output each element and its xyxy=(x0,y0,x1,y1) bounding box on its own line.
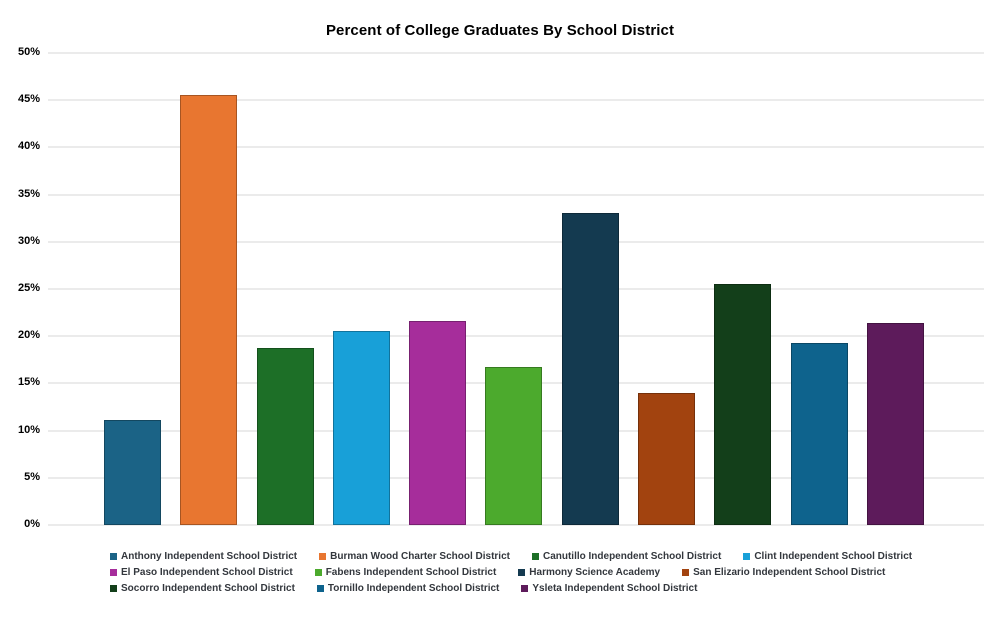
legend-item-burman-wood-charter-school-district: Burman Wood Charter School District xyxy=(319,551,510,562)
gridline-20pct xyxy=(48,335,984,338)
legend-swatch-icon xyxy=(319,553,327,560)
y-tick-label-30pct: 30% xyxy=(17,234,40,247)
legend-swatch-icon xyxy=(518,569,526,576)
gridline-45pct xyxy=(48,99,984,102)
bar-tornillo-independent-school-district xyxy=(790,343,848,525)
legend-swatch-icon xyxy=(682,569,690,576)
legend-item-ysleta-independent-school-district: Ysleta Independent School District xyxy=(521,583,697,594)
bars-container xyxy=(104,53,924,525)
gridline-40pct xyxy=(48,146,984,149)
legend-label: Socorro Independent School District xyxy=(121,583,295,594)
bar-canutillo-independent-school-district xyxy=(256,348,314,525)
gridline-0pct xyxy=(48,524,984,526)
legend-swatch-icon xyxy=(314,569,322,576)
legend-label: Harmony Science Academy xyxy=(529,567,661,578)
legend-label: Anthony Independent School District xyxy=(121,551,298,562)
legend-item-canutillo-independent-school-district: Canutillo Independent School District xyxy=(531,551,722,562)
y-tick-label-50pct: 50% xyxy=(17,46,40,58)
gridline-30pct xyxy=(48,240,984,243)
legend-item-harmony-science-academy: Harmony Science Academy xyxy=(518,567,660,578)
gridline-50pct xyxy=(48,52,984,54)
legend-row-1: Anthony Independent School District Burma… xyxy=(110,551,940,562)
y-tick-label-5pct: 5% xyxy=(24,470,40,483)
chart-title: Percent of College Graduates By School D… xyxy=(325,22,675,39)
y-tick-label-40pct: 40% xyxy=(17,140,40,153)
legend-item-socorro-independent-school-district: Socorro Independent School District xyxy=(110,583,295,594)
y-tick-label-20pct: 20% xyxy=(17,329,40,342)
legend-label: Clint Independent School District xyxy=(754,551,913,562)
legend-row-2: El Paso Independent School District Faben… xyxy=(110,567,940,578)
plot-area xyxy=(48,52,984,526)
legend-swatch-icon xyxy=(110,553,117,560)
legend-swatch-icon xyxy=(110,585,117,592)
legend-item-anthony-independent-school-district: Anthony Independent School District xyxy=(110,551,297,562)
legend-label: Tornillo Independent School District xyxy=(327,583,500,594)
legend-swatch-icon xyxy=(316,585,324,592)
legend-item-san-elizario-independent-school-district: San Elizario Independent School District xyxy=(682,567,885,578)
bar-anthony-independent-school-district xyxy=(104,420,161,525)
bar-burman-wood-charter-school-district xyxy=(180,95,238,525)
bar-harmony-science-academy xyxy=(561,213,619,525)
legend: Anthony Independent School District Burma… xyxy=(110,551,940,594)
bar-socorro-independent-school-district xyxy=(714,284,772,525)
bar-san-elizario-independent-school-district xyxy=(638,393,696,525)
y-tick-label-25pct: 25% xyxy=(17,282,40,294)
legend-item-clint-independent-school-district: Clint Independent School District xyxy=(743,551,912,562)
legend-item-tornillo-independent-school-district: Tornillo Independent School District xyxy=(316,583,500,594)
legend-label: Burman Wood Charter School District xyxy=(330,551,510,562)
gridline-35pct xyxy=(48,193,984,196)
legend-swatch-icon xyxy=(521,585,529,592)
legend-label: Ysleta Independent School District xyxy=(532,583,698,594)
bar-el-paso-independent-school-district xyxy=(409,321,467,525)
legend-item-fabens-independent-school-district: Fabens Independent School District xyxy=(314,567,497,578)
legend-swatch-icon xyxy=(743,553,751,560)
y-tick-label-0pct: 0% xyxy=(24,518,40,530)
gridline-25pct xyxy=(48,288,984,290)
legend-label: San Elizario Independent School District xyxy=(693,567,886,578)
legend-swatch-icon xyxy=(110,569,117,576)
y-tick-label-15pct: 15% xyxy=(17,376,40,389)
y-tick-label-45pct: 45% xyxy=(17,93,40,106)
y-tick-label-10pct: 10% xyxy=(17,423,40,436)
legend-label: El Paso Independent School District xyxy=(121,567,293,578)
legend-swatch-icon xyxy=(531,553,539,560)
bar-ysleta-independent-school-district xyxy=(866,323,924,525)
legend-item-el-paso-independent-school-district: El Paso Independent School District xyxy=(110,567,293,578)
bar-clint-independent-school-district xyxy=(332,331,390,525)
bar-fabens-independent-school-district xyxy=(485,367,543,525)
y-tick-label-35pct: 35% xyxy=(17,187,40,200)
legend-label: Canutillo Independent School District xyxy=(542,551,722,562)
y-axis: 0% 5% 10% 15% 20% 25% 30% 35% 40% 45% 50% xyxy=(0,46,40,530)
legend-row-3: Socorro Independent School District Torni… xyxy=(110,583,940,594)
legend-label: Fabens Independent School District xyxy=(325,567,497,578)
